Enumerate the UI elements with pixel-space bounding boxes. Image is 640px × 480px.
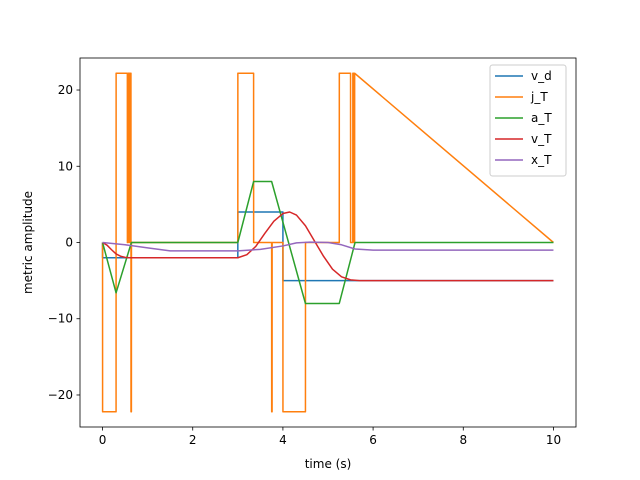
legend-label: x_T (531, 153, 552, 167)
y-axis-label: metric amplitude (21, 191, 35, 294)
x-tick-label: 0 (99, 433, 107, 447)
y-tick-label: 0 (65, 236, 73, 250)
series-line-v-t (102, 211, 554, 282)
legend-label: v_d (531, 69, 552, 83)
x-tick-label: 2 (189, 433, 197, 447)
x-axis-ticks: 0 2 4 6 8 10 (99, 427, 561, 447)
series-line-x-t (102, 241, 554, 252)
series-line-a-t (101, 180, 554, 305)
legend-label: v_T (531, 132, 552, 146)
x-tick-label: 10 (546, 433, 561, 447)
legend-label: a_T (531, 111, 552, 125)
x-axis-label: time (s) (305, 457, 352, 471)
y-tick-label: 10 (58, 159, 73, 173)
legend-box (489, 64, 567, 177)
y-axis-ticks: −20 −10 0 10 20 (48, 83, 80, 402)
x-tick-label: 6 (369, 433, 377, 447)
y-tick-label: −10 (48, 312, 73, 326)
y-tick-label: −20 (48, 388, 73, 402)
series-line-j-t (101, 72, 554, 413)
series-layer (101, 72, 554, 413)
y-tick-label: 20 (58, 83, 73, 97)
legend-label: j_T (530, 90, 548, 104)
x-tick-label: 8 (459, 433, 467, 447)
legend: v_d j_T a_T v_T x_T (489, 64, 567, 177)
x-tick-label: 4 (279, 433, 287, 447)
